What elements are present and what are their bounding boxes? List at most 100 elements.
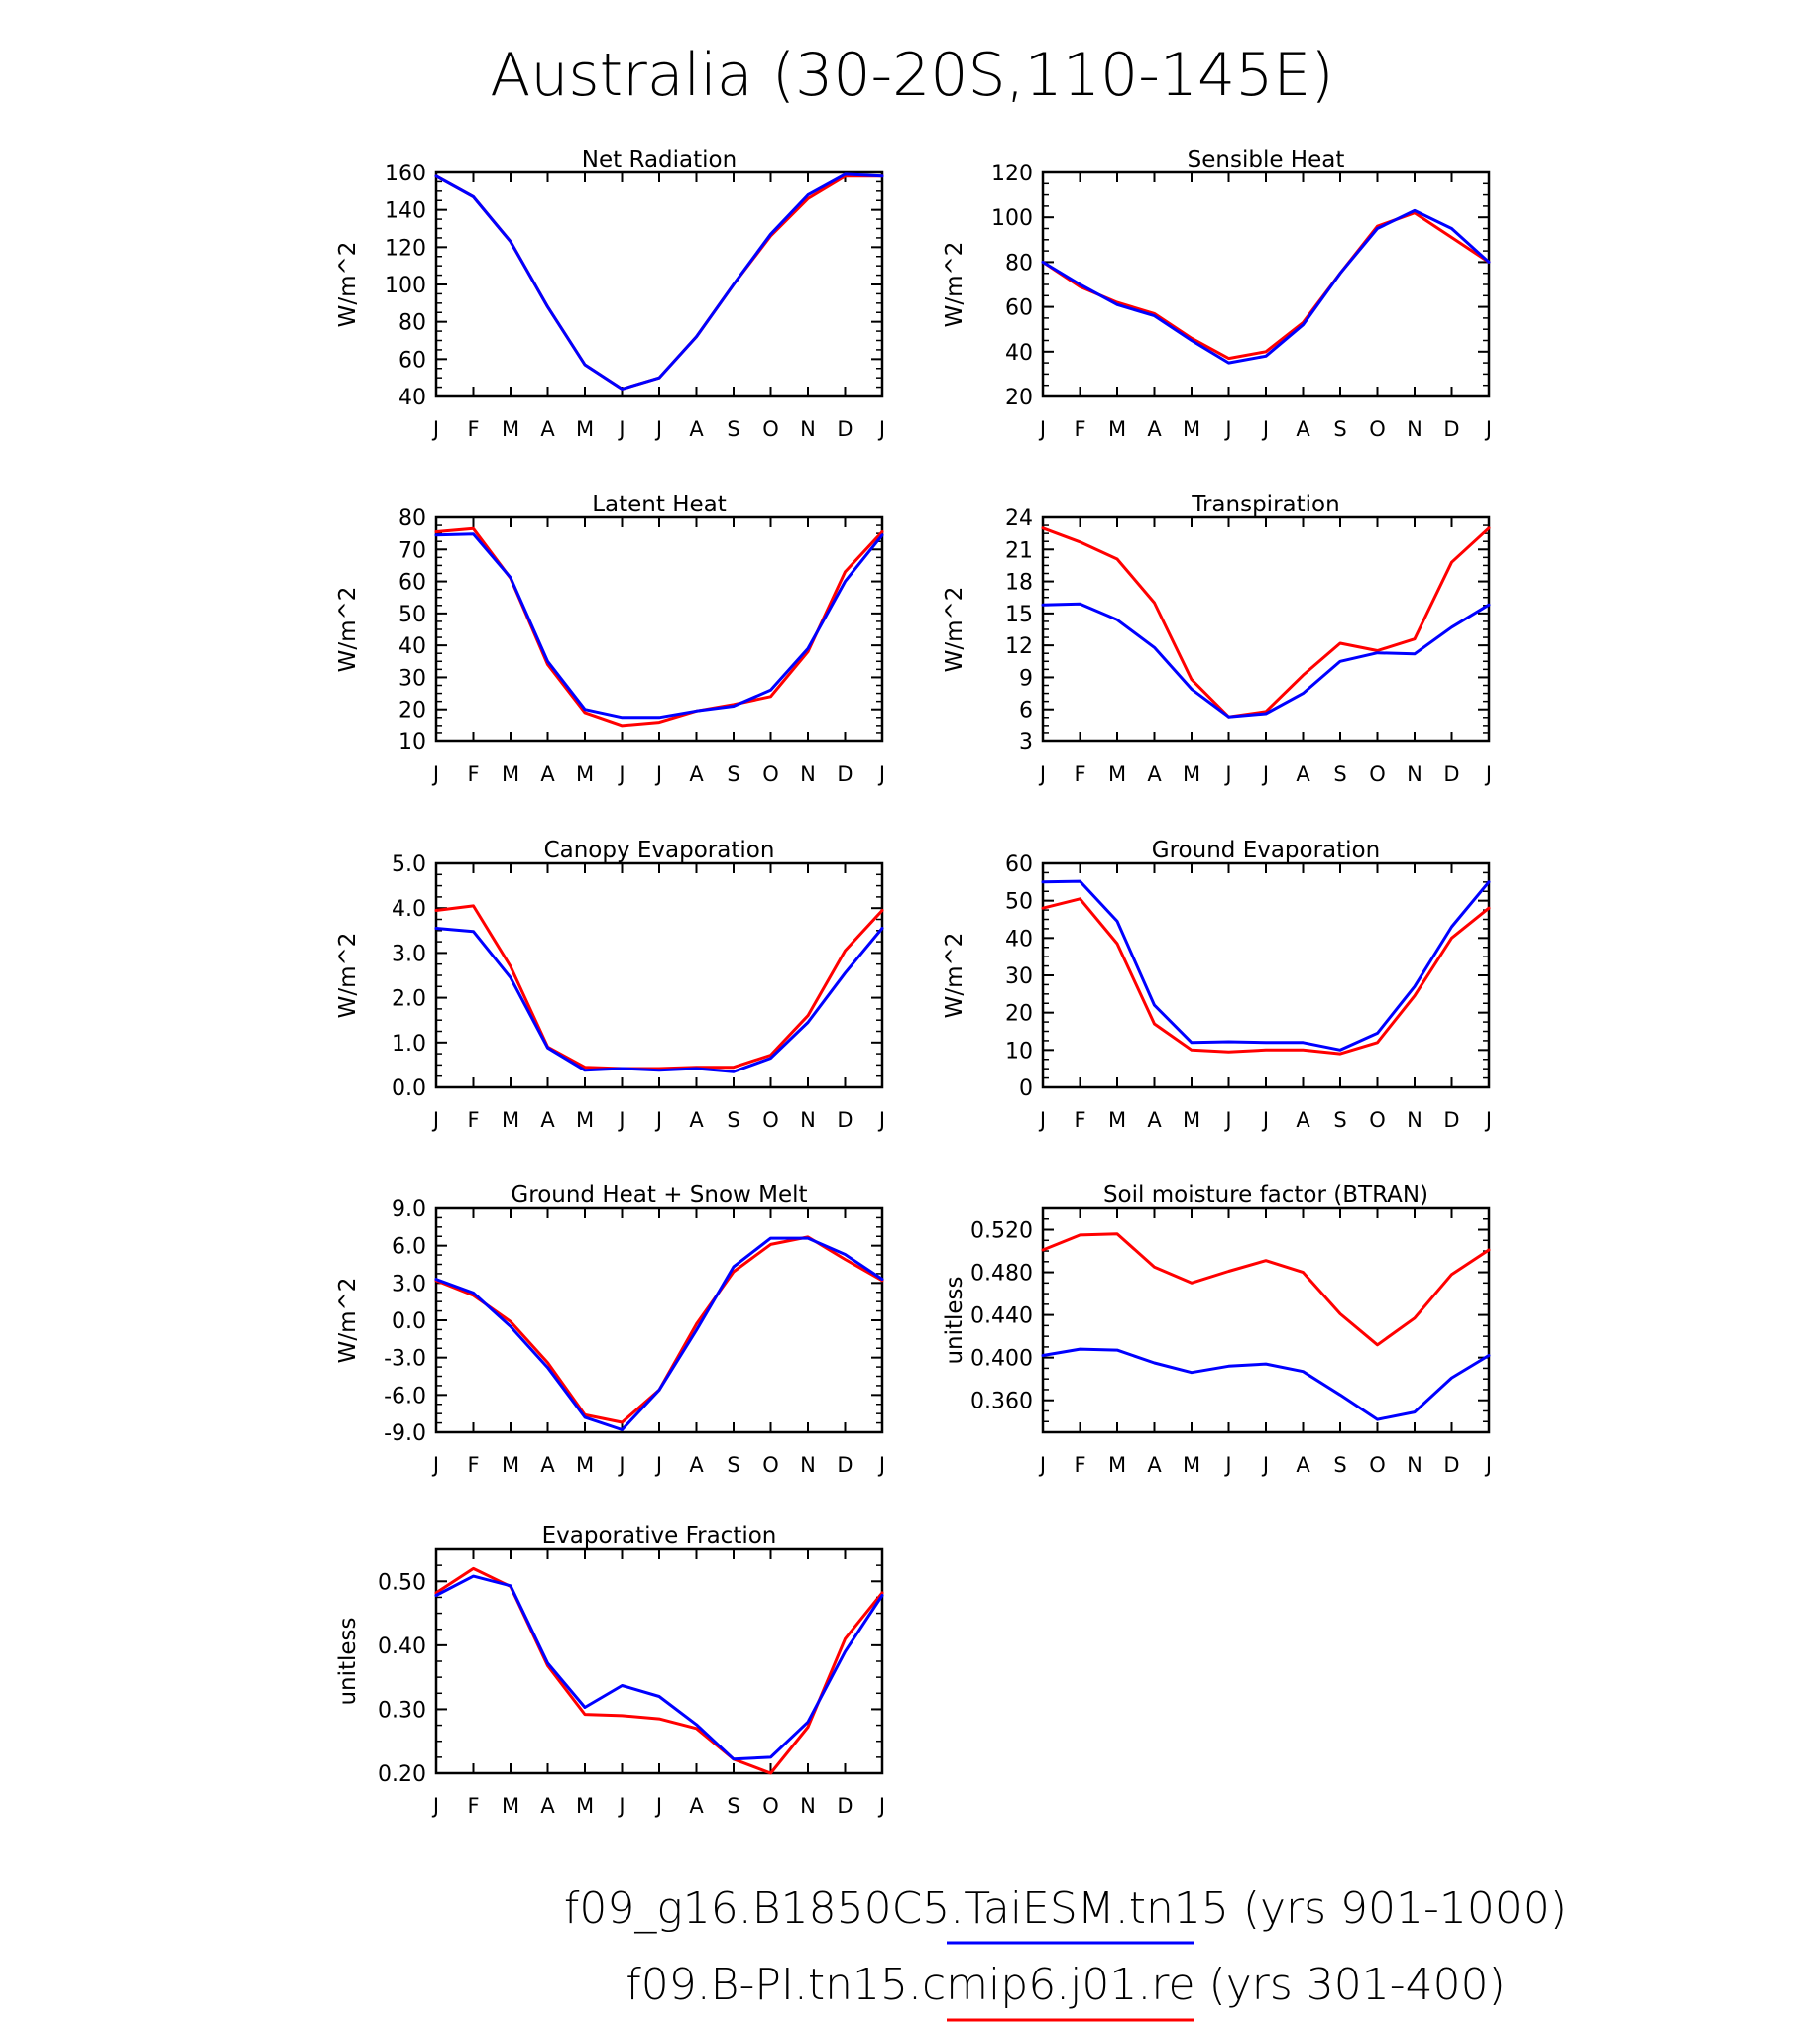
y-tick-label: 40 [398, 634, 426, 659]
x-tick-label: A [540, 1794, 555, 1818]
x-tick-label: M [1108, 762, 1126, 786]
x-tick-label: A [1296, 1453, 1310, 1477]
figure-title: Australia (30-20S,110-145E) [490, 41, 1333, 110]
y-tick-label: 50 [398, 603, 426, 627]
panel-title: Evaporative Fraction [542, 1523, 777, 1549]
series-line-red [1041, 526, 1491, 719]
y-tick-label: 40 [1005, 927, 1033, 952]
x-tick-label: M [502, 417, 519, 441]
x-tick-label: D [1443, 1108, 1459, 1132]
series-line-blue [1041, 602, 1491, 719]
y-tick-label: 0.40 [378, 1634, 426, 1659]
y-tick-label: 0.440 [970, 1304, 1033, 1329]
x-tick-label: M [502, 762, 519, 786]
x-tick-label: M [502, 1794, 519, 1818]
y-tick-label: 60 [398, 571, 426, 596]
y-tick-label: 0.520 [970, 1219, 1033, 1244]
x-tick-label: J [617, 762, 625, 786]
panel-title: Sensible Heat [1188, 147, 1345, 172]
y-tick-label: 0.20 [378, 1762, 426, 1787]
x-tick-label: A [540, 417, 555, 441]
x-tick-label: J [654, 1108, 662, 1132]
x-tick-label: F [467, 1794, 479, 1818]
x-tick-label: O [762, 762, 779, 786]
x-tick-label: M [1183, 417, 1200, 441]
x-tick-label: S [1333, 417, 1346, 441]
x-tick-label: D [1443, 1453, 1459, 1477]
x-tick-label: J [617, 417, 625, 441]
legend: f09_g16.B1850C5.TaiESM.tn15 (yrs 901-100… [564, 1883, 1567, 2022]
legend-label-blue: f09_g16.B1850C5.TaiESM.tn15 (yrs 901-100… [564, 1883, 1567, 1934]
series-line-blue [434, 1236, 884, 1431]
x-tick-label: J [1038, 762, 1046, 786]
x-tick-label: S [1333, 762, 1346, 786]
x-tick-label: D [837, 1794, 853, 1818]
x-tick-label: M [1108, 1453, 1126, 1477]
y-tick-label: -3.0 [384, 1347, 426, 1372]
panel-title: Net Radiation [582, 147, 737, 172]
x-tick-label: D [837, 1453, 853, 1477]
x-tick-label: J [1038, 417, 1046, 441]
x-tick-label: A [689, 1794, 704, 1818]
y-tick-label: 30 [1005, 964, 1033, 989]
y-tick-label: 60 [1005, 296, 1033, 321]
x-tick-label: F [1074, 762, 1085, 786]
x-tick-label: J [1261, 762, 1269, 786]
x-tick-label: J [1223, 417, 1231, 441]
x-tick-label: S [1333, 1453, 1346, 1477]
x-tick-label: A [1147, 1453, 1162, 1477]
panel-title: Ground Evaporation [1152, 838, 1380, 863]
series-line-blue [1041, 208, 1491, 365]
x-tick-label: N [800, 1108, 816, 1132]
y-tick-label: 18 [1005, 571, 1033, 596]
x-tick-label: J [654, 762, 662, 786]
y-tick-label: 6 [1019, 699, 1033, 724]
panel-7: J F M A M J J A S O N D J-9.0-6.0-3.00.03.06.09.0Gro… [335, 1182, 885, 1477]
y-tick-label: 10 [398, 731, 426, 755]
x-tick-label: O [762, 1108, 779, 1132]
x-tick-label: J [654, 1794, 662, 1818]
x-tick-label: J [877, 1453, 885, 1477]
plot-frame [1041, 1206, 1491, 1434]
plot-frame [434, 170, 884, 398]
x-tick-label: J [431, 1453, 439, 1477]
x-tick-label: D [837, 762, 853, 786]
x-tick-label: O [1369, 1453, 1386, 1477]
x-tick-label: O [1369, 417, 1386, 441]
y-axis-label: unitless [942, 1276, 967, 1364]
y-tick-label: -9.0 [384, 1421, 426, 1446]
x-tick-label: S [727, 1108, 739, 1132]
x-tick-label: S [727, 762, 739, 786]
x-tick-label: J [877, 762, 885, 786]
x-tick-label: J [431, 762, 439, 786]
x-tick-label: J [431, 1794, 439, 1818]
x-tick-label: J [877, 1794, 885, 1818]
x-tick-label: J [1261, 417, 1269, 441]
x-tick-label: M [576, 1108, 594, 1132]
x-tick-label: N [1407, 1108, 1422, 1132]
y-tick-label: 21 [1005, 538, 1033, 563]
x-tick-label: J [617, 1108, 625, 1132]
x-tick-label: O [762, 1794, 779, 1818]
x-tick-label: D [837, 1108, 853, 1132]
series-line-red [434, 1235, 884, 1424]
y-tick-label: 0.400 [970, 1347, 1033, 1372]
x-tick-label: F [1074, 1108, 1085, 1132]
y-tick-label: 9.0 [392, 1197, 426, 1222]
y-tick-label: 20 [398, 699, 426, 724]
x-tick-label: J [1261, 1453, 1269, 1477]
legend-label-red: f09.B-PI.tn15.cmip6.j01.re (yrs 301-400) [626, 1960, 1506, 2010]
y-tick-label: 20 [1005, 1002, 1033, 1027]
plot-frame [1041, 515, 1491, 743]
y-tick-label: 60 [398, 348, 426, 373]
y-tick-label: 70 [398, 538, 426, 563]
x-tick-label: M [1183, 1108, 1200, 1132]
x-tick-label: J [1223, 762, 1231, 786]
x-tick-label: J [1038, 1453, 1046, 1477]
y-tick-label: 3.0 [392, 942, 426, 966]
y-tick-label: -6.0 [384, 1384, 426, 1408]
x-tick-label: D [1443, 762, 1459, 786]
x-tick-label: J [1484, 417, 1492, 441]
y-tick-label: 0.0 [392, 1076, 426, 1101]
